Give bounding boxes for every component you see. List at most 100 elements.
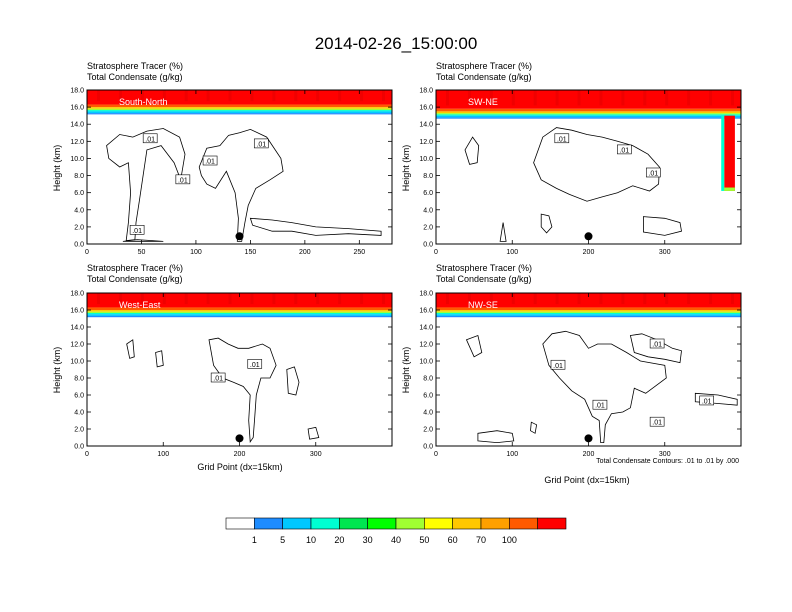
y-tick-label: 10.0 bbox=[70, 359, 84, 366]
colorbar-swatch bbox=[452, 517, 482, 530]
tracer-band bbox=[436, 307, 741, 310]
tracer-streak bbox=[140, 90, 144, 102]
y-tick-label: 8.0 bbox=[74, 376, 84, 383]
contour-label: .01 bbox=[702, 398, 712, 405]
contour-label: .01 bbox=[178, 177, 188, 184]
y-tick-label: 18.0 bbox=[419, 291, 433, 298]
condensate-contour bbox=[542, 330, 667, 443]
colorbar-swatch bbox=[509, 517, 538, 530]
tracer-streak bbox=[338, 293, 342, 305]
y-tick-label: 14.0 bbox=[70, 122, 84, 129]
tracer-band bbox=[87, 312, 392, 315]
contour-label-box bbox=[210, 372, 226, 383]
tracer-streak bbox=[228, 90, 232, 102]
tracer-streak bbox=[533, 90, 537, 106]
tracer-streak bbox=[184, 90, 188, 102]
y-tick-label: 18.0 bbox=[419, 88, 433, 95]
y-tick-label: 0.0 bbox=[74, 444, 84, 451]
location-marker bbox=[584, 434, 593, 443]
plot-area bbox=[87, 293, 392, 446]
x-tick-label: 100 bbox=[157, 451, 169, 458]
y-tick-label: 8.0 bbox=[74, 173, 84, 180]
y-axis-label: Height (km) bbox=[401, 347, 411, 394]
tracer-streak bbox=[140, 293, 144, 305]
tracer-streak bbox=[272, 90, 276, 102]
colorbar: 1 5 10 20 30 40 50 60 70 100 bbox=[225, 517, 567, 545]
colorbar-label: 70 bbox=[476, 535, 486, 545]
x-tick-label: 300 bbox=[659, 451, 671, 458]
y-tick-label: 4.0 bbox=[74, 207, 84, 214]
contour-label: .01 bbox=[553, 363, 563, 370]
tracer-streak bbox=[599, 293, 603, 305]
tracer-streak bbox=[577, 293, 581, 305]
tracer-streak bbox=[316, 293, 320, 305]
x-axis-label: Grid Point (dx=15km) bbox=[544, 475, 629, 485]
condensate-contour bbox=[464, 136, 480, 165]
contour-label: .01 bbox=[652, 420, 662, 427]
x-tick-label: 200 bbox=[583, 249, 595, 256]
tracer-streak bbox=[665, 90, 669, 106]
x-tick-label: 300 bbox=[310, 451, 322, 458]
x-tick-label: 100 bbox=[506, 249, 518, 256]
tracer-streak bbox=[709, 90, 713, 106]
tracer-streak bbox=[162, 90, 166, 102]
tracer-streak bbox=[665, 293, 669, 305]
condensate-contour bbox=[477, 430, 515, 444]
y-tick-label: 0.0 bbox=[74, 242, 84, 249]
panel-label: West-East bbox=[119, 300, 161, 310]
x-tick-label: 200 bbox=[583, 451, 595, 458]
colorbar-swatch bbox=[339, 517, 368, 530]
condensate-contour bbox=[126, 339, 135, 359]
plot-area bbox=[436, 293, 741, 446]
tracer-band bbox=[87, 108, 392, 111]
x-tick-label: 150 bbox=[245, 249, 257, 256]
tracer-streak bbox=[162, 293, 166, 305]
panel-west-east: Stratosphere Tracer (%) Total Condensate… bbox=[52, 263, 393, 472]
condensate-contour bbox=[106, 128, 186, 242]
condensate-contour bbox=[155, 350, 164, 368]
y-tick-label: 12.0 bbox=[419, 139, 433, 146]
tracer-streak bbox=[294, 293, 298, 305]
contour-label-box bbox=[646, 167, 661, 178]
contour-label-box bbox=[142, 133, 158, 144]
y-axis-label: Height (km) bbox=[52, 347, 62, 394]
tracer-band bbox=[87, 104, 392, 108]
tracer-band bbox=[436, 312, 741, 315]
panel-label: NW-SE bbox=[468, 300, 498, 310]
tracer-intrusion-edge bbox=[721, 115, 725, 191]
tracer-streak bbox=[250, 90, 254, 102]
panel-header-line1: Stratosphere Tracer (%) bbox=[436, 61, 532, 71]
tracer-band bbox=[436, 115, 741, 118]
y-tick-label: 12.0 bbox=[70, 139, 84, 146]
x-tick-label: 0 bbox=[434, 249, 438, 256]
colorbar-swatch bbox=[480, 517, 510, 530]
tracer-streak bbox=[206, 293, 210, 305]
condensate-contour bbox=[198, 128, 284, 242]
condensate-contour bbox=[540, 213, 553, 234]
y-tick-label: 10.0 bbox=[419, 156, 433, 163]
tracer-streak bbox=[467, 293, 471, 305]
tracer-band bbox=[87, 111, 392, 114]
condensate-contour bbox=[286, 366, 300, 396]
tracer-streak bbox=[272, 293, 276, 305]
y-tick-label: 2.0 bbox=[423, 427, 433, 434]
condensate-contour bbox=[499, 222, 507, 242]
tracer-streak bbox=[709, 293, 713, 305]
x-tick-label: 250 bbox=[353, 249, 365, 256]
contour-label-box bbox=[550, 359, 566, 370]
y-tick-label: 18.0 bbox=[70, 291, 84, 298]
tracer-streak bbox=[643, 90, 647, 106]
y-tick-label: 14.0 bbox=[419, 122, 433, 129]
condensate-contour bbox=[643, 216, 682, 236]
panel-header-line2: Total Condensate (g/kg) bbox=[87, 72, 183, 82]
tracer-streak bbox=[621, 90, 625, 106]
location-marker bbox=[235, 434, 244, 443]
plot-area bbox=[87, 90, 392, 244]
y-tick-label: 16.0 bbox=[419, 105, 433, 112]
x-tick-label: 50 bbox=[138, 249, 146, 256]
tracer-band bbox=[436, 310, 741, 312]
condensate-contour bbox=[629, 333, 682, 364]
colorbar-swatch bbox=[225, 517, 255, 530]
plot-frame bbox=[86, 89, 393, 245]
contour-label-box bbox=[129, 225, 145, 235]
